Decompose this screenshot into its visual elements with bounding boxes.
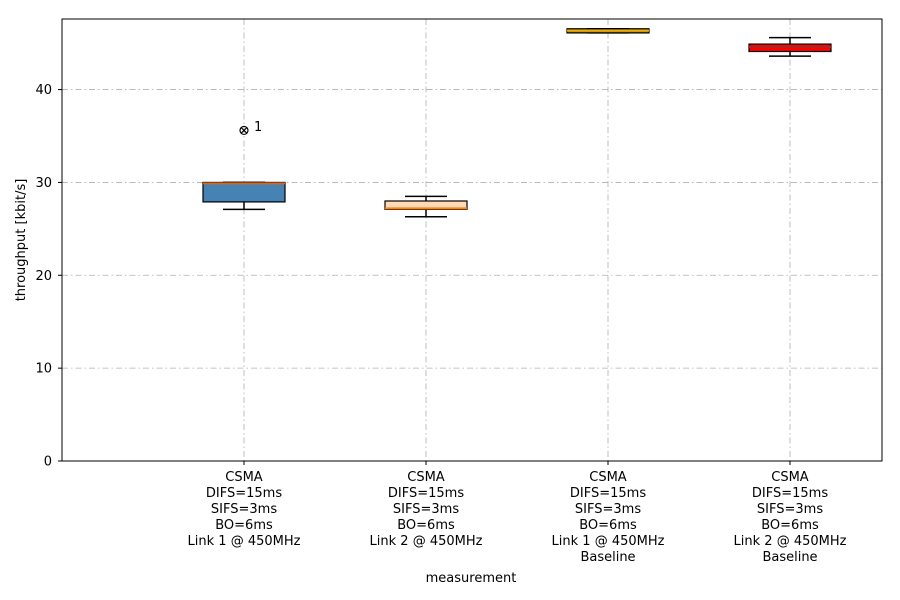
x-tick-label-line: DIFS=15ms	[752, 486, 828, 501]
x-tick-label-line: BO=6ms	[215, 518, 273, 533]
plot-frame	[61, 18, 883, 462]
x-tick-label-line: Link 2 @ 450MHz	[734, 534, 847, 549]
x-tick-label: CSMA DIFS=15ms SIFS=3ms BO=6ms Link 2 @ 450M…	[734, 470, 847, 565]
x-tick-label-line: BO=6ms	[397, 518, 455, 533]
y-tick-label: 40	[35, 83, 52, 98]
x-tick-label-line: BO=6ms	[579, 518, 637, 533]
x-axis-label: measurement	[426, 571, 517, 586]
x-tick-label-line: CSMA	[589, 470, 627, 485]
x-tick-label-line: DIFS=15ms	[206, 486, 282, 501]
x-tick-label-line: Baseline	[762, 550, 817, 565]
x-tick-label-line: BO=6ms	[761, 518, 819, 533]
x-tick-label: CSMA DIFS=15ms SIFS=3ms BO=6ms Link 1 @ 450M…	[552, 470, 665, 565]
x-tick-label-line: CSMA	[407, 470, 445, 485]
x-tick-label-line: SIFS=3ms	[757, 502, 823, 517]
outlier-label: 1	[254, 120, 262, 135]
outlier-point	[239, 125, 249, 136]
x-tick-label-line: SIFS=3ms	[575, 502, 641, 517]
y-tick-label: 30	[35, 176, 52, 191]
x-tick-label-line: DIFS=15ms	[570, 486, 646, 501]
x-tick-label-line: Link 2 @ 450MHz	[370, 534, 483, 549]
outlier-circle	[239, 125, 249, 136]
x-tick-label-line: CSMA	[771, 470, 809, 485]
boxes: 1	[202, 28, 832, 218]
y-tick-label: 10	[35, 362, 52, 377]
x-tick-label-line: SIFS=3ms	[393, 502, 459, 517]
x-tick-label-line: CSMA	[225, 470, 263, 485]
y-tick-label: 20	[35, 269, 52, 284]
y-tick-label: 0	[44, 455, 52, 470]
x-tick-label-line: Baseline	[580, 550, 635, 565]
x-tick-label: CSMA DIFS=15ms SIFS=3ms BO=6ms Link 1 @ 450M…	[188, 470, 301, 549]
x-tick-label-line: Link 1 @ 450MHz	[552, 534, 665, 549]
y-axis-label: throughput [kbit/s]	[14, 179, 29, 302]
x-tick-label: CSMA DIFS=15ms SIFS=3ms BO=6ms Link 2 @ 450M…	[370, 470, 483, 549]
x-tick-label-line: SIFS=3ms	[211, 502, 277, 517]
x-tick-label-line: DIFS=15ms	[388, 486, 464, 501]
outlier-cross	[240, 127, 248, 134]
box-iqr	[202, 181, 286, 203]
x-tick-label-line: Link 1 @ 450MHz	[188, 534, 301, 549]
